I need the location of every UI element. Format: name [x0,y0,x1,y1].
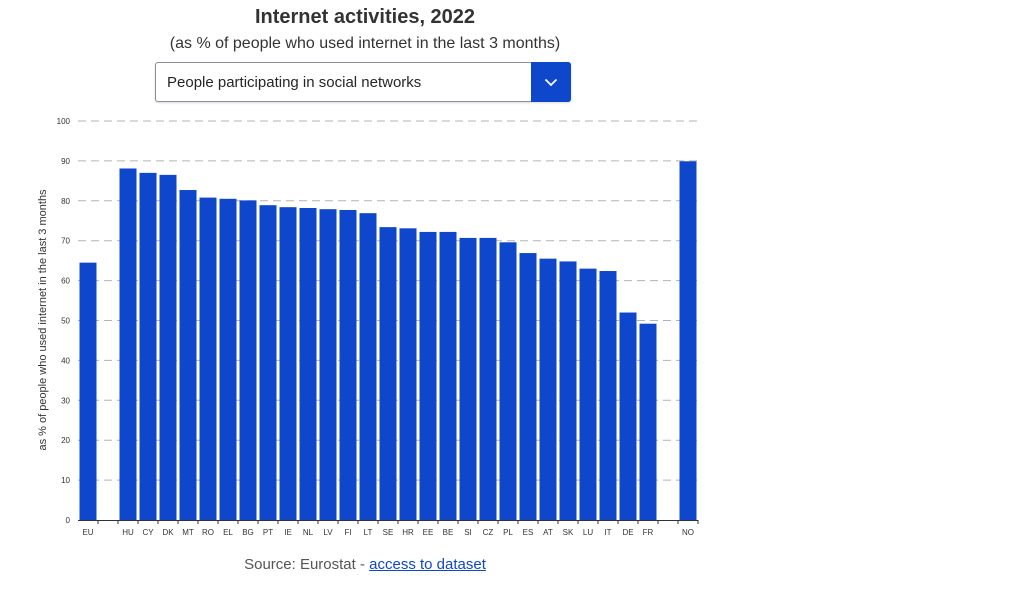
chart-title: Internet activities, 2022 [254,6,476,28]
bar-fr[interactable] [639,323,657,520]
x-tick-label: FR [643,528,654,537]
x-tick-label: DK [162,528,174,537]
y-axis-ticks: 0 10 20 30 40 50 60 70 80 90 100 [57,117,71,525]
y-tick-label: 40 [61,356,70,365]
bar-cy[interactable] [139,172,157,520]
source-text: Source: Eurostat - [244,556,370,573]
source-line: Source: Eurostat - access to dataset [0,556,730,573]
bar-ro[interactable] [199,197,217,520]
x-tick-label: EE [423,528,434,537]
bar-lu[interactable] [579,268,597,520]
x-tick-label: IE [284,528,292,537]
bar-it[interactable] [599,271,617,520]
x-tick-label: BG [242,528,254,537]
x-tick-label: PT [263,528,273,537]
x-tick-label: EL [223,528,233,537]
y-axis-label: as % of people who used internet in the … [37,189,49,451]
bar-pl[interactable] [499,242,517,520]
y-tick-label: 100 [57,117,71,126]
x-tick-label: AT [543,528,553,537]
x-tick-label: BE [443,528,454,537]
x-tick-label: HR [402,528,414,537]
x-tick-label: SE [383,528,394,537]
x-tick-label: EU [82,528,93,537]
bar-lt[interactable] [359,213,377,520]
bar-nl[interactable] [299,207,317,520]
y-tick-label: 10 [61,476,70,485]
activity-dropdown-value: People participating in social networks [167,74,422,91]
bar-se[interactable] [379,227,397,520]
x-tick-label: SI [464,528,472,537]
x-tick-label: PL [503,528,513,537]
bar-fi[interactable] [339,209,357,521]
bar-mt[interactable] [179,190,197,521]
y-tick-label: 60 [61,277,70,286]
x-tick-label: MT [182,528,194,537]
x-tick-label: LV [323,528,333,537]
y-tick-label: 70 [61,237,70,246]
x-tick-label: SK [563,528,574,537]
bar-ie[interactable] [279,207,297,520]
x-tick-label: DE [622,528,633,537]
y-tick-label: 80 [61,197,70,206]
bar-dk[interactable] [159,174,177,521]
bar-be[interactable] [439,231,457,520]
y-tick-label: 0 [66,516,71,525]
bar-ee[interactable] [419,231,437,520]
bars [79,161,697,521]
bar-no[interactable] [679,161,697,520]
dropdown-toggle-button[interactable] [531,62,571,102]
bar-hr[interactable] [399,228,417,520]
x-tick-label: RO [202,528,214,537]
x-tick-label: CY [142,528,154,537]
x-tick-label: LT [364,528,373,537]
y-tick-label: 50 [61,317,70,326]
x-axis: EU HU CY DK MT RO EL BG PT IE NL LV FI LT SE HR EE BE SI CZ… [78,520,699,537]
bar-hu[interactable] [119,168,137,520]
x-tick-label: NL [303,528,314,537]
bar-de[interactable] [619,312,637,520]
dataset-link[interactable]: access to dataset [369,556,486,573]
bar-sk[interactable] [559,261,577,520]
x-tick-label: HU [122,528,134,537]
bar-el[interactable] [219,198,237,520]
activity-dropdown[interactable]: People participating in social networks [155,62,571,102]
x-tick-label: IT [604,528,611,537]
bar-es[interactable] [519,253,537,520]
x-tick-label: FI [344,528,351,537]
y-tick-label: 90 [61,157,70,166]
y-tick-label: 20 [61,436,70,445]
chevron-down-icon [544,78,558,86]
y-tick-label: 30 [61,396,70,405]
bar-lv[interactable] [319,209,337,520]
x-tick-label: NO [682,528,694,537]
bar-pt[interactable] [259,205,277,520]
bar-chart: 0 10 20 30 40 50 60 70 80 90 100 EU HU CY DK MT RO EL BG P… [37,117,699,537]
bar-bg[interactable] [239,200,257,520]
x-tick-label: LU [583,528,593,537]
chart-subtitle: (as % of people who used internet in the… [169,35,561,52]
bar-cz[interactable] [479,237,497,521]
x-tick-label: ES [523,528,534,537]
x-tick-label: CZ [483,528,494,537]
bar-at[interactable] [539,258,557,520]
bar-si[interactable] [459,237,477,521]
bar-eu[interactable] [79,262,97,520]
